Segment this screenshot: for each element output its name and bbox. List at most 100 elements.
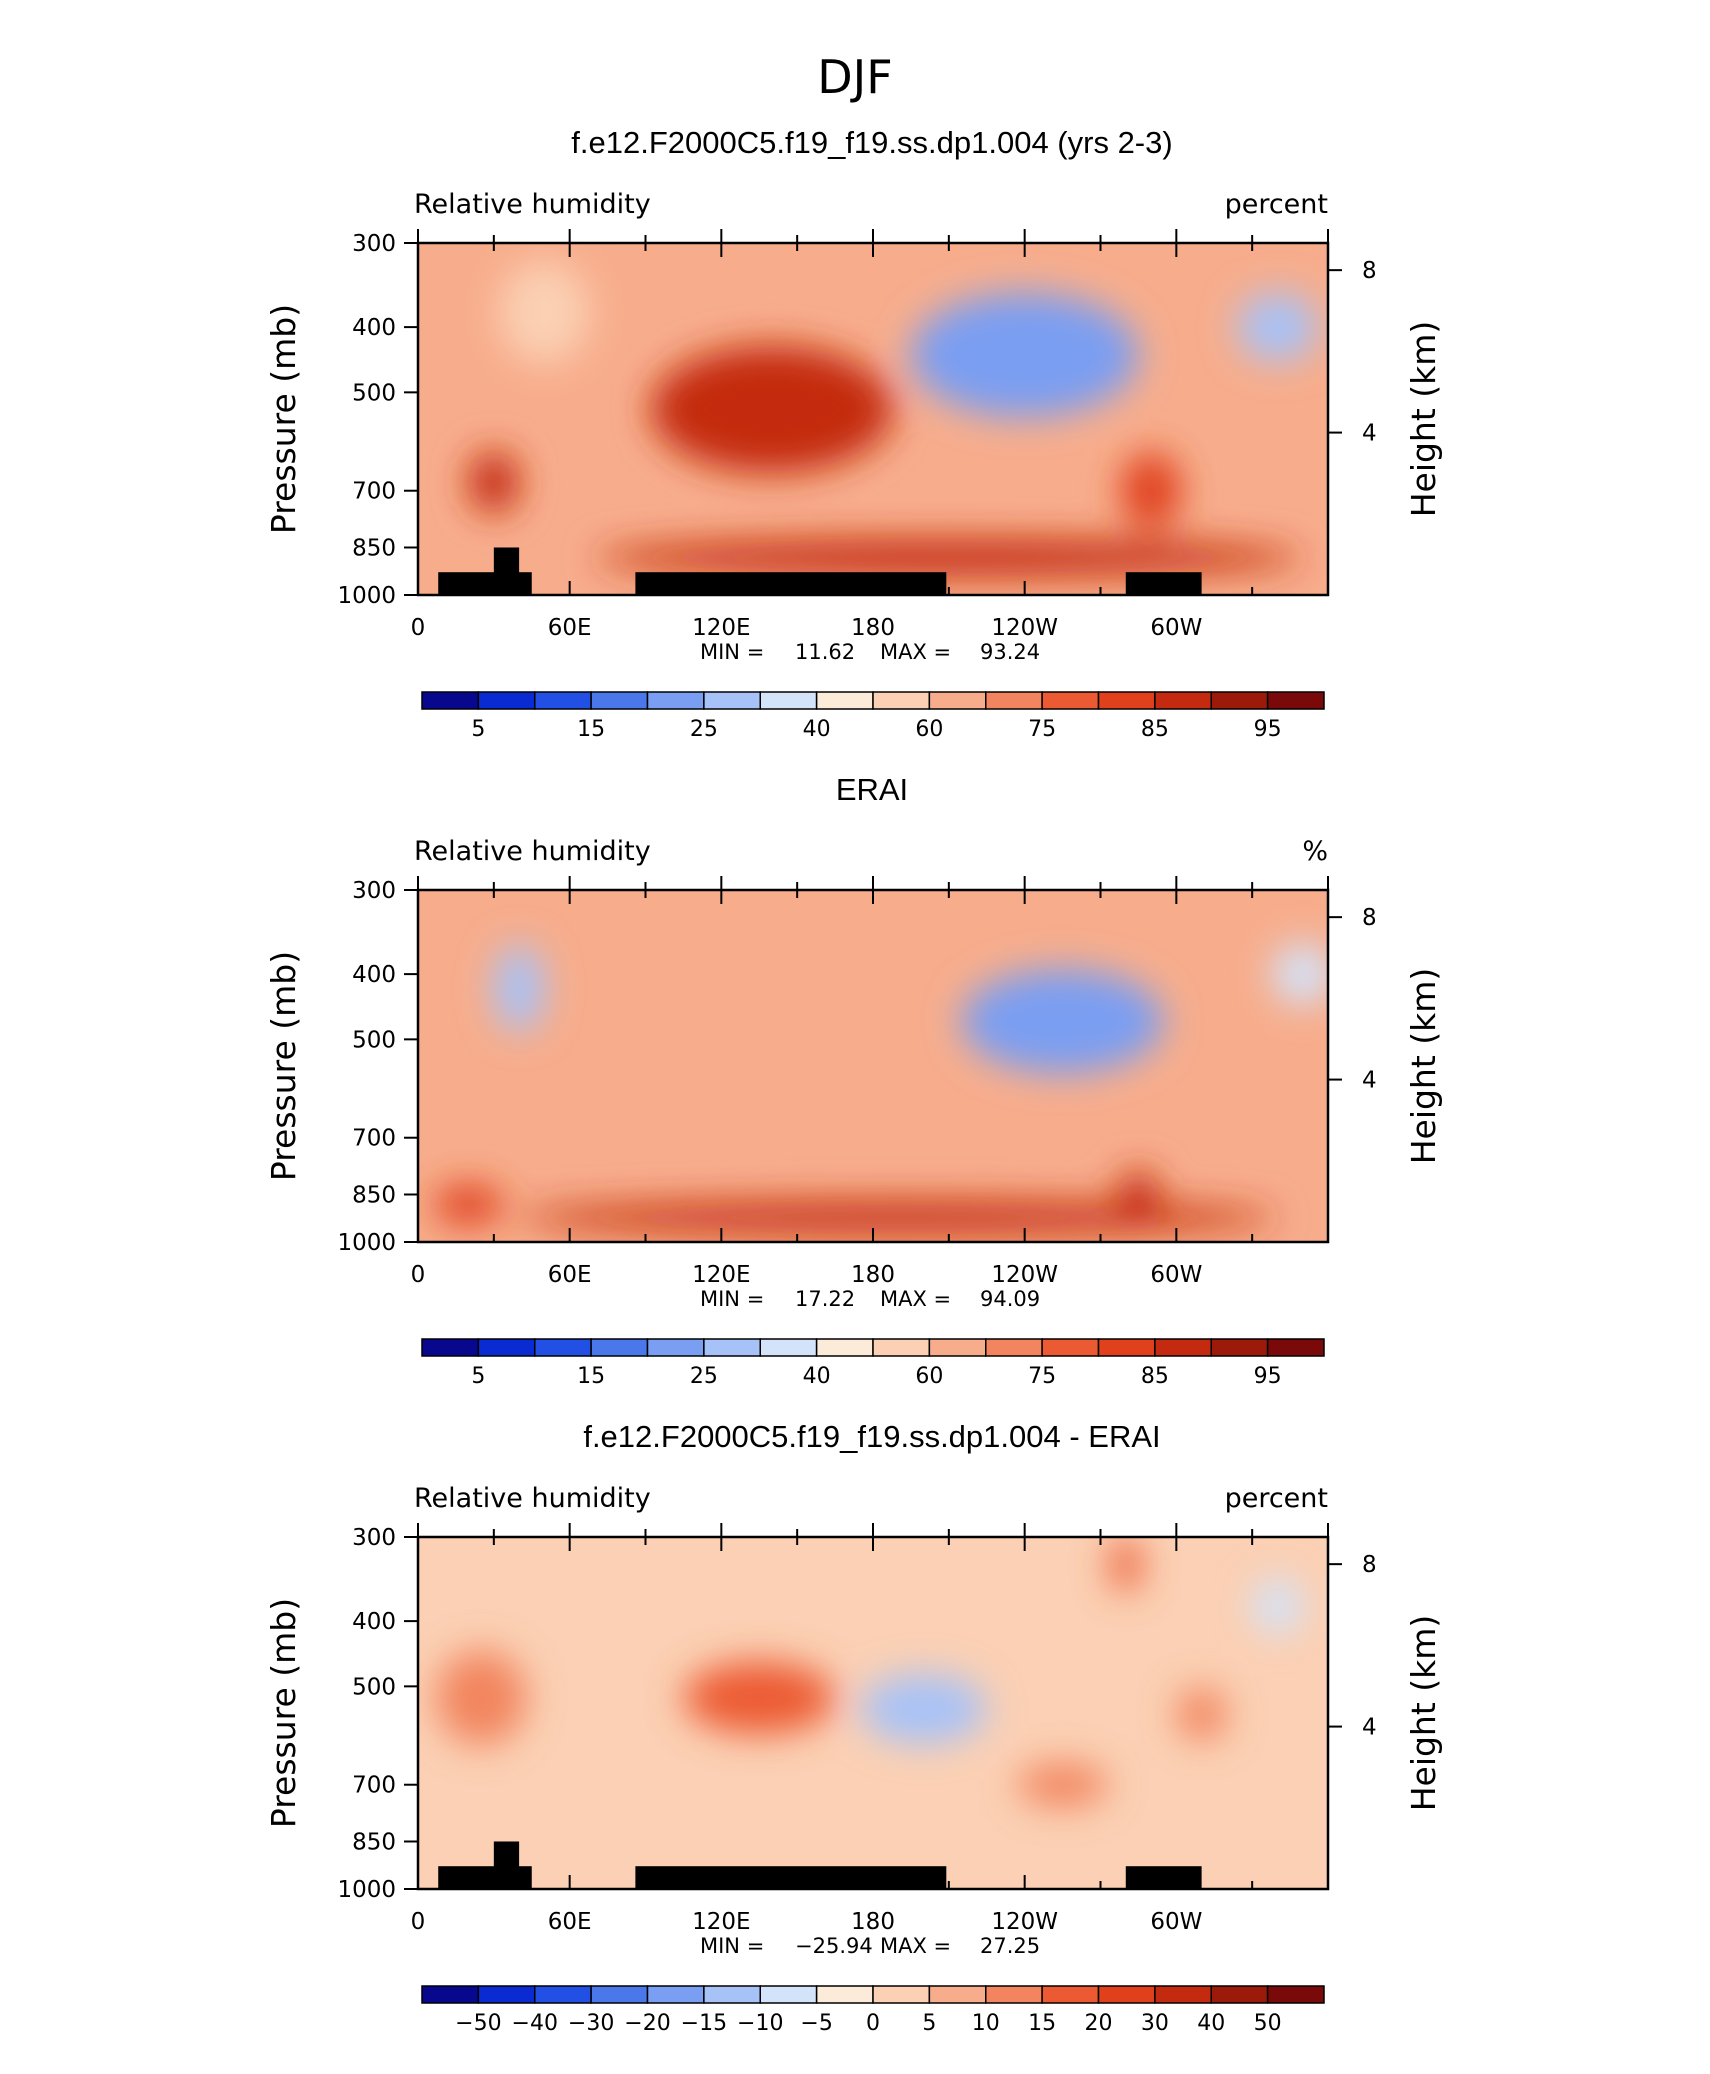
colorbar-label: 0 xyxy=(866,2011,880,2036)
field-blob xyxy=(1017,1762,1109,1807)
colorbar-swatch xyxy=(421,691,480,710)
max-value: 94.09 xyxy=(980,1287,1040,1311)
variable-label: Relative humidity xyxy=(414,1483,651,1514)
colorbar-swatch xyxy=(1210,691,1269,710)
colorbar-swatch xyxy=(477,1338,536,1357)
x-tick-label: 0 xyxy=(411,1262,426,1288)
colorbar-swatch xyxy=(1097,1338,1156,1357)
max-label: MAX = xyxy=(880,640,951,664)
colorbar-label: 60 xyxy=(915,1364,943,1389)
y-tick-label: 300 xyxy=(352,878,396,904)
field-blob xyxy=(1110,1537,1141,1593)
colorbar-swatch xyxy=(590,1985,649,2004)
colorbar-label: 30 xyxy=(1141,2011,1169,2036)
y-tick-label: 500 xyxy=(352,1674,396,1700)
field-blob xyxy=(1237,292,1318,362)
y-tick-label: 850 xyxy=(352,1829,396,1855)
colorbar-swatch xyxy=(1266,691,1325,710)
x-tick-label: 120E xyxy=(692,615,750,641)
x-tick-label: 0 xyxy=(411,1909,426,1935)
field-blob xyxy=(594,539,1303,576)
chart-panel-1: f.e12.F2000C5.f19_f19.ss.dp1.004 (yrs 2-… xyxy=(264,125,1443,742)
colorbar-label: 95 xyxy=(1254,717,1282,742)
colorbar-swatch xyxy=(646,691,705,710)
topography-mask xyxy=(493,547,520,595)
colorbar-swatch xyxy=(928,1985,987,2004)
colorbar-swatch xyxy=(985,691,1043,710)
topography-mask xyxy=(1125,572,1202,595)
y-tick-label: 850 xyxy=(352,535,396,561)
field-blob xyxy=(650,345,894,474)
colorbar-label: 25 xyxy=(690,1364,718,1389)
field-blob xyxy=(468,451,520,514)
field-blob xyxy=(1118,1170,1159,1219)
variable-label: Relative humidity xyxy=(414,189,651,220)
x-tick-label: 180 xyxy=(851,1909,895,1935)
field-blob xyxy=(683,1661,836,1734)
y-tick-label: 400 xyxy=(352,1609,396,1635)
colorbar-swatch xyxy=(815,691,874,710)
colorbar-label: −40 xyxy=(512,2011,558,2036)
field-background xyxy=(418,890,1328,1242)
max-label: MAX = xyxy=(880,1287,951,1311)
min-value: 17.22 xyxy=(795,1287,855,1311)
colorbar-swatch xyxy=(1210,1338,1269,1357)
field-blobs xyxy=(435,1537,1303,1807)
colorbar-label: 10 xyxy=(972,2011,1000,2036)
min-label: MIN = xyxy=(700,1287,764,1311)
figure-title: DJF xyxy=(817,50,892,104)
height-tick-label: 4 xyxy=(1362,1068,1377,1094)
height-tick-label: 8 xyxy=(1362,905,1377,931)
min-value: 11.62 xyxy=(795,640,855,664)
x-tick-label: 60E xyxy=(548,1909,592,1935)
field-blob xyxy=(498,260,590,364)
colorbar-swatch xyxy=(1097,691,1156,710)
colorbar-label: 5 xyxy=(922,2011,936,2036)
colorbar-label: −20 xyxy=(624,2011,670,2036)
field-blob xyxy=(860,1673,987,1744)
colorbar-swatch xyxy=(703,691,761,710)
x-tick-label: 180 xyxy=(851,615,895,641)
height-tick-label: 4 xyxy=(1362,421,1377,447)
colorbar-swatch xyxy=(646,1985,705,2004)
field xyxy=(418,1537,1328,1889)
field-blob xyxy=(433,1184,504,1225)
right-axis-title: Height (km) xyxy=(1404,1615,1443,1812)
colorbar-label: 20 xyxy=(1085,2011,1113,2036)
y-tick-label: 700 xyxy=(352,1126,396,1152)
min-label: MIN = xyxy=(700,1934,764,1958)
max-value: 93.24 xyxy=(980,640,1040,664)
topography-mask xyxy=(493,1841,520,1889)
x-tick-label: 120W xyxy=(991,1909,1058,1935)
colorbar-swatch xyxy=(1154,691,1212,710)
x-tick-label: 60W xyxy=(1150,1262,1202,1288)
variable-label: Relative humidity xyxy=(414,836,651,867)
colorbar-swatch xyxy=(477,691,536,710)
y-tick-label: 400 xyxy=(352,315,396,341)
panel-title: ERAI xyxy=(836,772,908,807)
units-label: percent xyxy=(1225,1483,1328,1514)
colorbar-swatch xyxy=(872,1985,931,2004)
colorbar-swatch xyxy=(534,1985,592,2004)
min-value: −25.94 xyxy=(795,1934,873,1958)
height-tick-label: 8 xyxy=(1362,1552,1377,1578)
colorbar-swatch xyxy=(759,691,818,710)
colorbar-swatch xyxy=(534,691,592,710)
colorbar-swatch xyxy=(421,1338,480,1357)
x-tick-label: 60W xyxy=(1150,615,1202,641)
chart-panel-2: ERAI Relative humidity % 0 60E 120E 180 120W 60W… xyxy=(264,772,1443,1389)
x-tick-label: 120W xyxy=(991,615,1058,641)
field-blob xyxy=(1272,943,1328,1005)
min-label: MIN = xyxy=(700,640,764,664)
units-label: % xyxy=(1302,836,1328,867)
colorbar-swatch xyxy=(759,1338,818,1357)
units-label: percent xyxy=(1225,189,1328,220)
field-blob xyxy=(910,292,1139,418)
field-blob xyxy=(961,969,1164,1074)
y-axis-title: Pressure (mb) xyxy=(264,1598,303,1828)
colorbar-label: 5 xyxy=(471,717,485,742)
y-axis-title: Pressure (mb) xyxy=(264,951,303,1181)
y-tick-label: 700 xyxy=(352,479,396,505)
x-tick-label: 120E xyxy=(692,1262,750,1288)
